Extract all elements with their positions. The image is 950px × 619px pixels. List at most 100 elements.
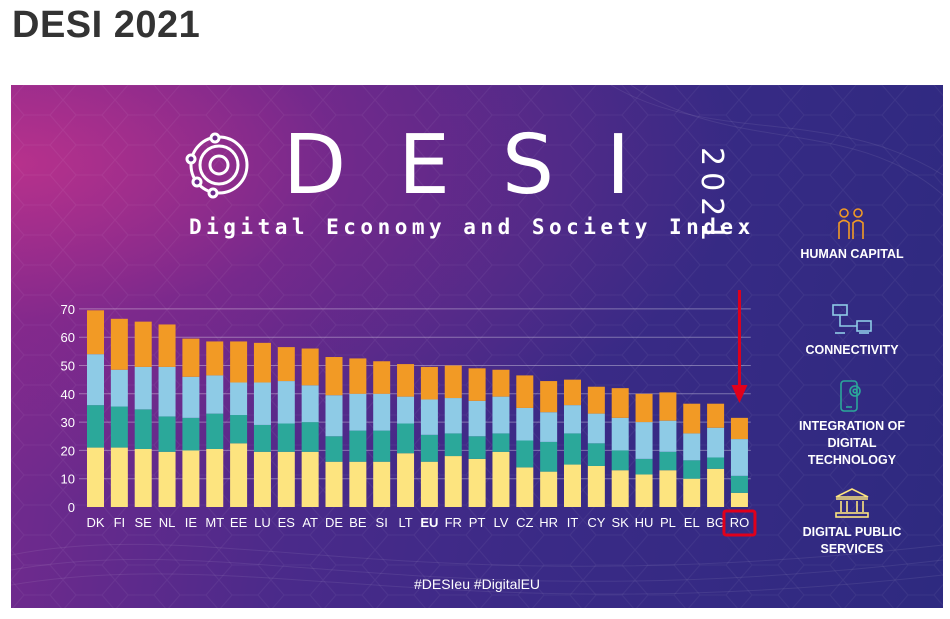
category-integration-of-digital-technology: INTEGRATION OF DIGITAL TECHNOLOGY [798,419,905,467]
bar-segment-fi [110,369,128,407]
bar-segment-at [301,348,319,386]
bar-segment-eu [420,434,438,462]
bar-segment-mt [206,448,224,507]
bar-segment-lt [397,364,415,397]
people-icon [838,208,864,239]
network-icon [832,304,872,334]
bar-segment-pl [659,470,677,507]
bar-segment-at [301,422,319,452]
x-tick-label: EU [420,515,438,530]
bar-segment-mt [206,341,224,376]
bar-segment-nl [158,324,176,367]
bar-segment-dk [87,405,104,448]
bar-segment-si [373,461,391,507]
bar-segment-si [373,430,391,462]
x-tick-label: ES [278,515,296,530]
bar-segment-ee [230,443,248,507]
bar-segment-bg [707,403,725,428]
bar-segment-ro [730,439,748,476]
bar-segment-be [349,430,367,462]
x-tick-label: SI [376,515,388,530]
desi-subtitle: Digital Economy and Society Index [189,215,755,239]
bar-segment-be [349,393,367,431]
bar-segment-fr [444,365,462,399]
bar-segment-it [564,405,581,434]
x-tick-label: EL [684,515,700,530]
x-tick-label: MT [205,515,224,530]
bar-segment-lu [253,451,271,507]
y-tick-label: 0 [68,500,75,515]
bar-segment-ee [230,415,248,444]
bar-segment-se [134,321,152,367]
y-tick-label: 10 [61,472,75,487]
bar-segment-fr [444,433,462,457]
bar-segment-el [683,478,701,507]
x-tick-label: IE [185,515,198,530]
bar-segment-de [325,395,343,437]
x-tick-label: HR [539,515,558,530]
x-tick-label: BE [349,515,367,530]
bar-segment-nl [158,451,176,507]
bar-segment-lt [397,453,415,507]
bar-segment-ie [182,376,200,418]
chart-bars [87,310,748,507]
x-tick-label: FI [114,515,126,530]
bar-segment-si [373,361,391,394]
x-tick-label: LT [398,515,412,530]
bar-segment-se [134,448,152,507]
x-tick-label: LV [493,515,508,530]
bar-segment-cz [516,440,534,468]
bar-segment-cy [587,386,605,414]
bar-segment-eu [420,366,438,400]
desi-logo-text: DESI [283,118,683,213]
bar-segment-mt [206,413,224,449]
phone-gear-icon [840,380,861,412]
highlight-box [722,509,757,537]
bar-segment-el [683,433,701,461]
bar-segment-sk [611,470,629,507]
bar-segment-hr [540,471,558,507]
bar-segment-lv [492,369,510,397]
x-tick-label: PT [469,515,486,530]
bar-segment-hr [540,441,558,472]
bar-segment-dk [87,447,104,507]
bar-segment-lt [397,423,415,454]
x-tick-label: AT [302,515,318,530]
bar-segment-hu [635,474,653,507]
bar-segment-nl [158,416,176,452]
bar-segment-dk [87,354,104,406]
bar-segment-pl [659,451,677,471]
bar-segment-es [277,347,295,382]
bar-segment-it [564,379,581,406]
y-tick-label: 50 [61,359,75,374]
bar-segment-ee [230,341,248,383]
bar-segment-cz [516,375,534,408]
bar-segment-pt [468,436,486,459]
highlight-arrow [731,290,748,403]
bar-segment-lv [492,451,510,507]
bar-segment-bg [707,427,725,458]
bar-segment-lu [253,424,271,452]
bar-segment-be [349,461,367,507]
bar-segment-nl [158,366,176,417]
bar-segment-hr [540,412,558,442]
bar-segment-cy [587,443,605,466]
bar-segment-si [373,393,391,431]
bar-segment-lu [253,382,271,425]
bar-segment-ie [182,450,200,507]
bar-segment-el [683,460,701,479]
x-tick-label: CY [587,515,605,530]
bar-segment-lv [492,433,510,452]
bar-segment-be [349,358,367,394]
y-tick-label: 30 [61,415,75,430]
bar-segment-dk [87,310,104,355]
bar-segment-it [564,433,581,465]
x-tick-label: RO [730,515,750,530]
hashtags: #DESIeu #DigitalEU [413,576,541,592]
x-tick-label: FR [445,515,462,530]
bar-segment-bg [707,468,725,507]
x-tick-label: LU [254,515,271,530]
bar-segment-de [325,436,343,462]
bar-segment-pl [659,420,677,452]
x-tick-label: BG [706,515,725,530]
